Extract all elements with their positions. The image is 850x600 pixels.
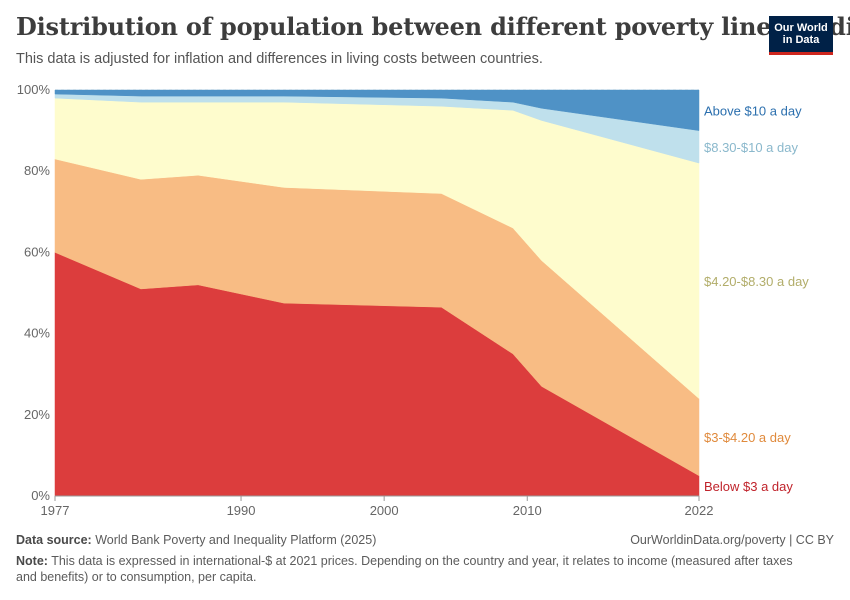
x-tick-label: 2010 bbox=[513, 503, 542, 518]
data-source: Data source: World Bank Poverty and Ineq… bbox=[16, 533, 376, 547]
chart-subtitle: This data is adjusted for inflation and … bbox=[16, 51, 543, 67]
y-tick-label: 0% bbox=[31, 488, 50, 503]
chart-note: Note: This data is expressed in internat… bbox=[16, 553, 816, 585]
series-label-1: $3-$4.20 a day bbox=[704, 430, 791, 445]
y-tick-label: 80% bbox=[24, 163, 50, 178]
logo-line-1: Our World bbox=[774, 22, 828, 34]
logo-line-2: in Data bbox=[782, 34, 820, 46]
y-axis-ticks: 0% 20% 40% 60% 80% 100% bbox=[17, 82, 51, 503]
chart-title: Distribution of population between diffe… bbox=[16, 12, 850, 41]
series-label-3: $8.30-$10 a day bbox=[704, 140, 798, 155]
x-tick-label: 1977 bbox=[41, 503, 70, 518]
x-axis-ticks: 1977 1990 2000 2010 2022 bbox=[41, 496, 714, 518]
note-label: Note: bbox=[16, 554, 48, 568]
note-text: This data is expressed in international-… bbox=[16, 554, 793, 584]
series-label-2: $4.20-$8.30 a day bbox=[704, 274, 809, 289]
series-labels: Below $3 a day $3-$4.20 a day $4.20-$8.30 … bbox=[704, 103, 809, 494]
owid-logo[interactable]: Our World in Data bbox=[769, 16, 833, 55]
source-link[interactable]: World Bank Poverty and Inequality Platfo… bbox=[95, 533, 377, 547]
x-tick-label: 2022 bbox=[685, 503, 714, 518]
series-label-0: Below $3 a day bbox=[704, 479, 793, 494]
x-tick-label: 1990 bbox=[227, 503, 256, 518]
series-label-4: Above $10 a day bbox=[704, 103, 802, 118]
stacked-areas bbox=[54, 89, 700, 497]
area-series-4 bbox=[54, 89, 700, 131]
y-tick-label: 40% bbox=[24, 326, 50, 341]
y-tick-label: 60% bbox=[24, 244, 50, 259]
y-tick-label: 100% bbox=[17, 82, 51, 97]
license-link[interactable]: OurWorldinData.org/poverty | CC BY bbox=[630, 533, 834, 547]
x-tick-label: 2000 bbox=[370, 503, 399, 518]
source-label: Data source: bbox=[16, 533, 92, 547]
y-tick-label: 20% bbox=[24, 407, 50, 422]
